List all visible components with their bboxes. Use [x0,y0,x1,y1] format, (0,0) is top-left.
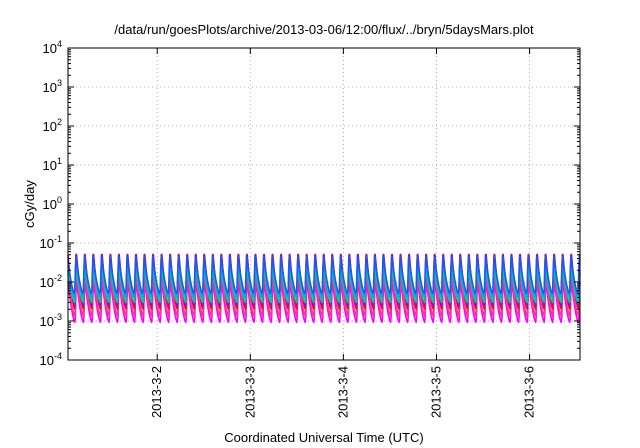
y-tick-label: 10-3 [40,312,62,329]
y-tick-label: 103 [43,78,62,95]
y-tick-label: 10-4 [40,351,62,368]
y-tick-label: 10-1 [40,234,62,251]
x-axis-ticks: 2013-3-2 2013-3-3 2013-3-4 2013-3-5 2013-3-6 [149,48,537,418]
series-group [67,253,581,324]
y-axis-label: cGy/day [22,180,37,228]
y-tick-label: 100 [43,195,62,212]
y-axis-ticks: 10-4 10-3 10-2 10-1 100 101 102 103 104 [40,39,580,368]
y-tick-label: 104 [43,39,62,56]
y-tick-label: 102 [43,117,62,134]
series-line [67,255,581,295]
x-tick-label: 2013-3-2 [149,366,164,418]
y-tick-label: 101 [43,156,62,173]
x-tick-label: 2013-3-4 [335,366,350,418]
chart-title: /data/run/goesPlots/archive/2013-03-06/1… [114,22,534,37]
x-axis-label: Coordinated Universal Time (UTC) [224,430,423,445]
x-tick-label: 2013-3-3 [242,366,257,418]
x-tick-label: 2013-3-5 [428,366,443,418]
x-tick-label: 2013-3-6 [522,366,537,418]
y-tick-label: 10-2 [40,273,62,290]
